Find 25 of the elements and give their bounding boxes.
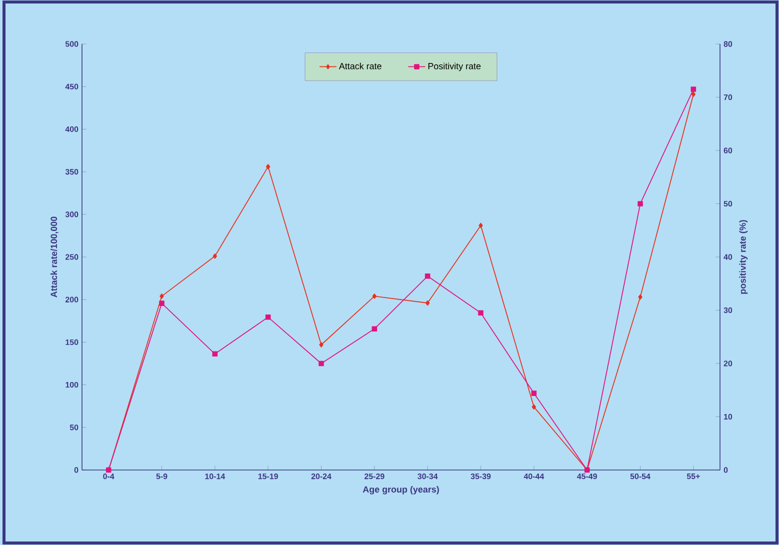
point xyxy=(265,314,271,320)
y2-axis-title: positivity rate (%) xyxy=(739,220,748,294)
point xyxy=(531,390,537,396)
point xyxy=(159,300,164,306)
point xyxy=(212,351,218,357)
legend-label: Attack rate xyxy=(338,62,382,70)
point xyxy=(532,404,536,410)
point xyxy=(266,164,270,170)
point xyxy=(318,360,324,366)
y-axis-title: Attack rate/100,000 xyxy=(50,216,58,298)
legend-label: Positivity rate xyxy=(428,62,481,72)
point xyxy=(372,294,377,299)
point xyxy=(319,342,324,348)
point xyxy=(638,294,642,300)
point xyxy=(425,300,430,306)
point xyxy=(160,294,164,299)
point xyxy=(478,310,484,316)
x-axis-title: Age group (years) xyxy=(362,486,439,494)
point xyxy=(372,326,378,332)
point xyxy=(478,222,483,228)
point xyxy=(212,253,218,259)
point xyxy=(424,274,430,279)
point xyxy=(691,92,696,97)
point xyxy=(638,201,643,206)
point xyxy=(690,86,696,92)
